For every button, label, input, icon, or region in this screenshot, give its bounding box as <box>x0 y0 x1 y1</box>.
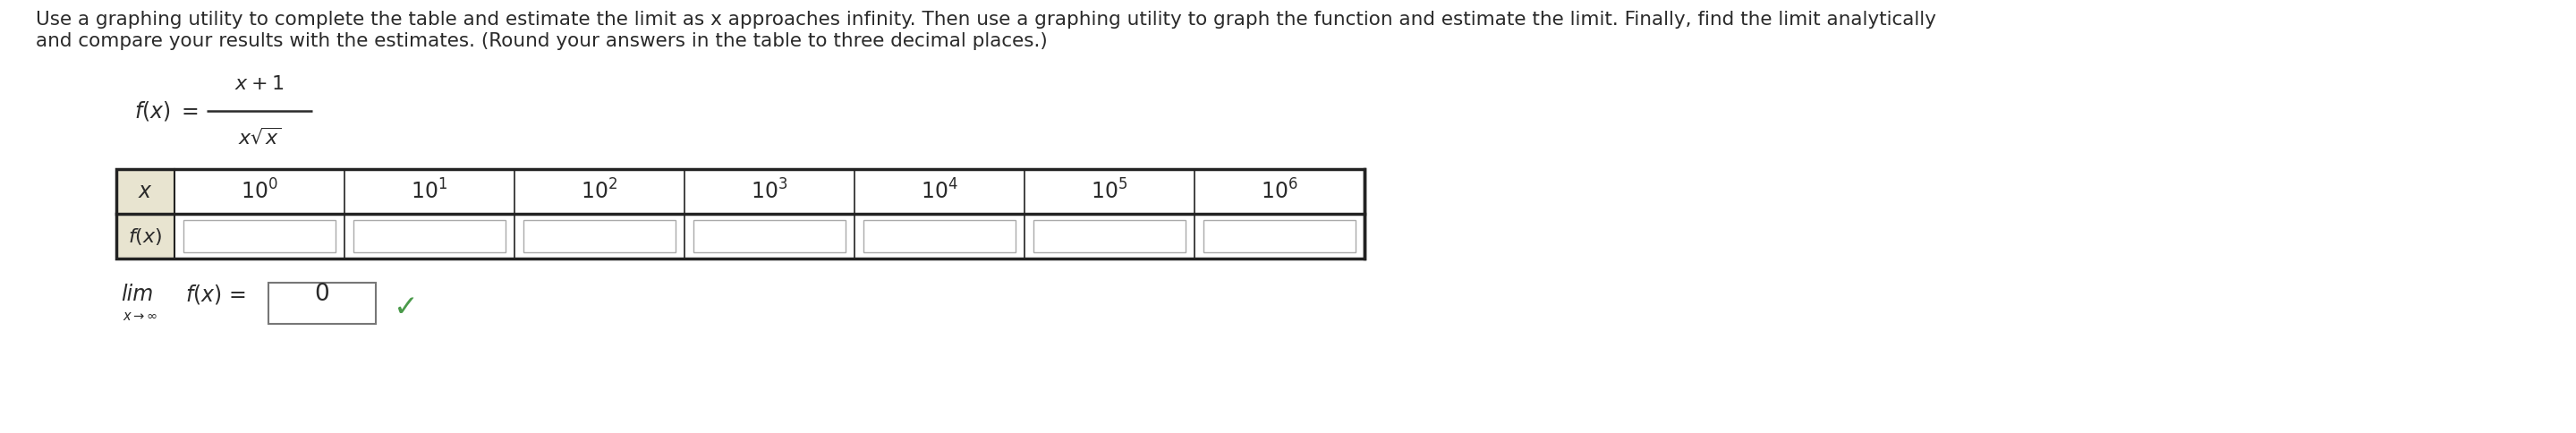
Text: $10^2$: $10^2$ <box>582 179 618 204</box>
Text: Use a graphing utility to complete the table and estimate the limit as x approac: Use a graphing utility to complete the t… <box>36 11 1937 29</box>
Text: $x + 1$: $x + 1$ <box>234 75 283 93</box>
FancyBboxPatch shape <box>1033 220 1185 252</box>
Text: $10^6$: $10^6$ <box>1260 179 1298 204</box>
Text: $f(x)$ =: $f(x)$ = <box>185 283 245 306</box>
Bar <box>175 169 1365 214</box>
Text: $10^0$: $10^0$ <box>240 179 278 204</box>
FancyBboxPatch shape <box>693 220 845 252</box>
Text: $10^5$: $10^5$ <box>1092 179 1128 204</box>
Text: $10^4$: $10^4$ <box>920 179 958 204</box>
Text: $10^1$: $10^1$ <box>412 179 448 204</box>
Text: $x \rightarrow \infty$: $x \rightarrow \infty$ <box>124 310 157 323</box>
Text: $f(x)$: $f(x)$ <box>129 226 162 246</box>
Text: 0: 0 <box>314 283 330 306</box>
FancyBboxPatch shape <box>268 283 376 324</box>
FancyBboxPatch shape <box>863 220 1015 252</box>
Text: $f(x)$ $=$: $f(x)$ $=$ <box>134 99 198 123</box>
Text: lim: lim <box>121 284 152 305</box>
FancyBboxPatch shape <box>353 220 505 252</box>
FancyBboxPatch shape <box>183 220 335 252</box>
Bar <box>175 214 1365 259</box>
Bar <box>116 169 1365 259</box>
Text: $x\sqrt{x}$: $x\sqrt{x}$ <box>237 127 281 148</box>
FancyBboxPatch shape <box>523 220 675 252</box>
Text: and compare your results with the estimates. (Round your answers in the table to: and compare your results with the estima… <box>36 32 1048 50</box>
Bar <box>116 169 175 214</box>
Text: ✓: ✓ <box>394 293 420 322</box>
Text: $x$: $x$ <box>139 181 152 202</box>
Text: $10^3$: $10^3$ <box>752 179 788 204</box>
Bar <box>116 214 175 259</box>
FancyBboxPatch shape <box>1203 220 1355 252</box>
